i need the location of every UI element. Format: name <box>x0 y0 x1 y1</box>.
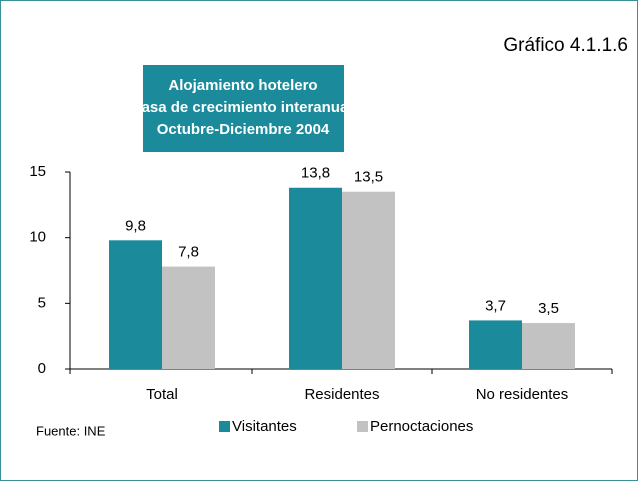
value-label: 13,8 <box>301 165 330 182</box>
value-label: 3,5 <box>538 300 559 317</box>
value-label: 3,7 <box>485 297 506 314</box>
legend-swatch <box>219 421 230 432</box>
value-label: 7,8 <box>178 244 199 261</box>
legend-swatch <box>357 421 368 432</box>
legend-label: Pernoctaciones <box>370 418 473 435</box>
title-box <box>143 65 344 152</box>
chart-label: Gráfico 4.1.1.6 <box>503 35 628 56</box>
x-tick-label: Total <box>146 386 178 403</box>
y-tick-label: 5 <box>38 294 46 311</box>
bar <box>109 240 162 369</box>
y-tick-label: 15 <box>29 163 46 180</box>
x-tick-label: No residentes <box>476 386 569 403</box>
bar <box>162 266 215 369</box>
value-label: 9,8 <box>125 217 146 234</box>
bar <box>522 323 575 369</box>
y-tick-label: 0 <box>38 360 46 377</box>
bar <box>469 320 522 369</box>
chart-title: Alojamiento hotelero <box>168 77 317 94</box>
x-tick-label: Residentes <box>304 386 379 403</box>
y-tick-label: 10 <box>29 229 46 246</box>
value-label: 13,5 <box>354 169 383 186</box>
legend-label: Visitantes <box>232 418 297 435</box>
bar <box>289 187 342 369</box>
source: Fuente: INE <box>36 423 106 438</box>
bar <box>342 191 395 369</box>
chart-title: Octubre-Diciembre 2004 <box>157 121 330 138</box>
chart-title: Tasa de crecimiento interanual <box>134 99 353 116</box>
